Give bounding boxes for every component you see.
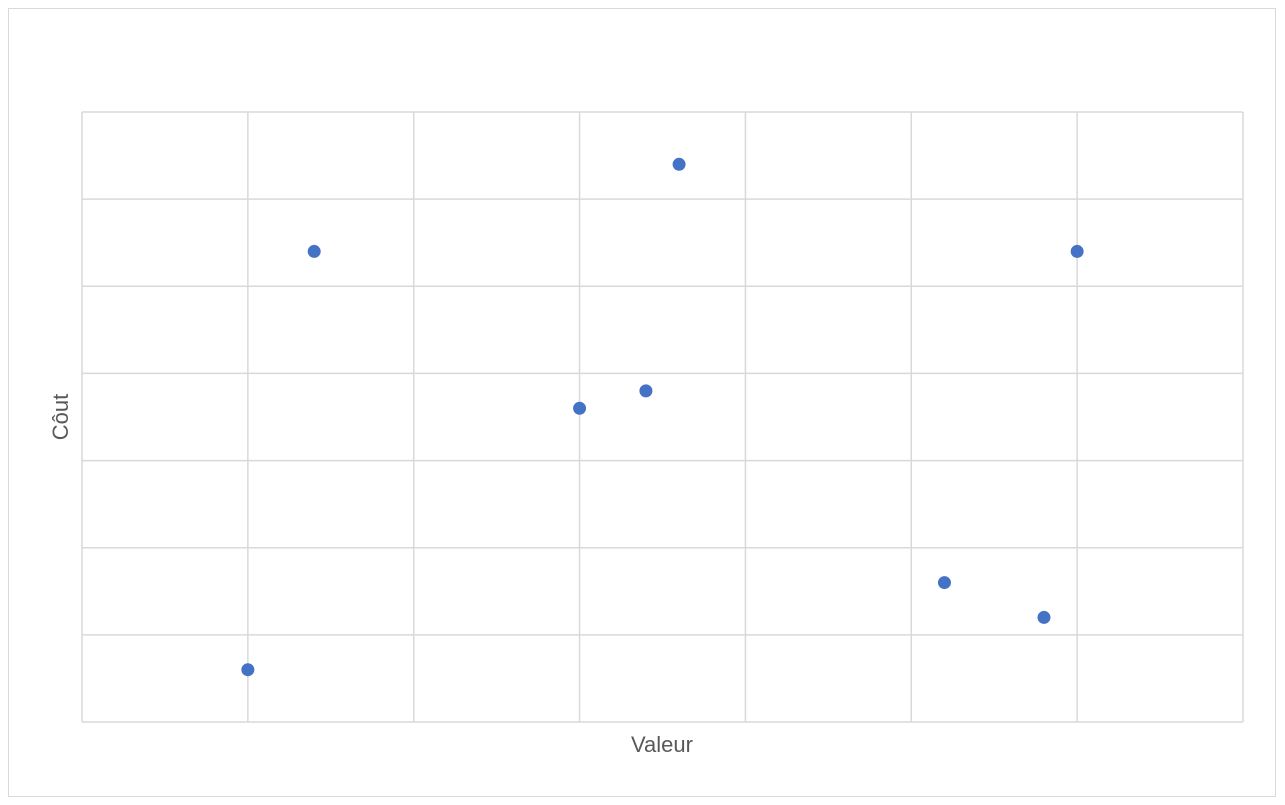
point	[573, 401, 587, 415]
y-axis-title: Côut	[48, 394, 73, 440]
x-axis-title: Valeur	[631, 732, 693, 757]
point	[1070, 244, 1084, 258]
point	[241, 663, 255, 677]
chart-frame	[8, 8, 1276, 797]
point	[937, 576, 951, 590]
point	[672, 157, 686, 171]
point	[307, 244, 321, 258]
point	[639, 384, 653, 398]
point	[1037, 610, 1051, 624]
